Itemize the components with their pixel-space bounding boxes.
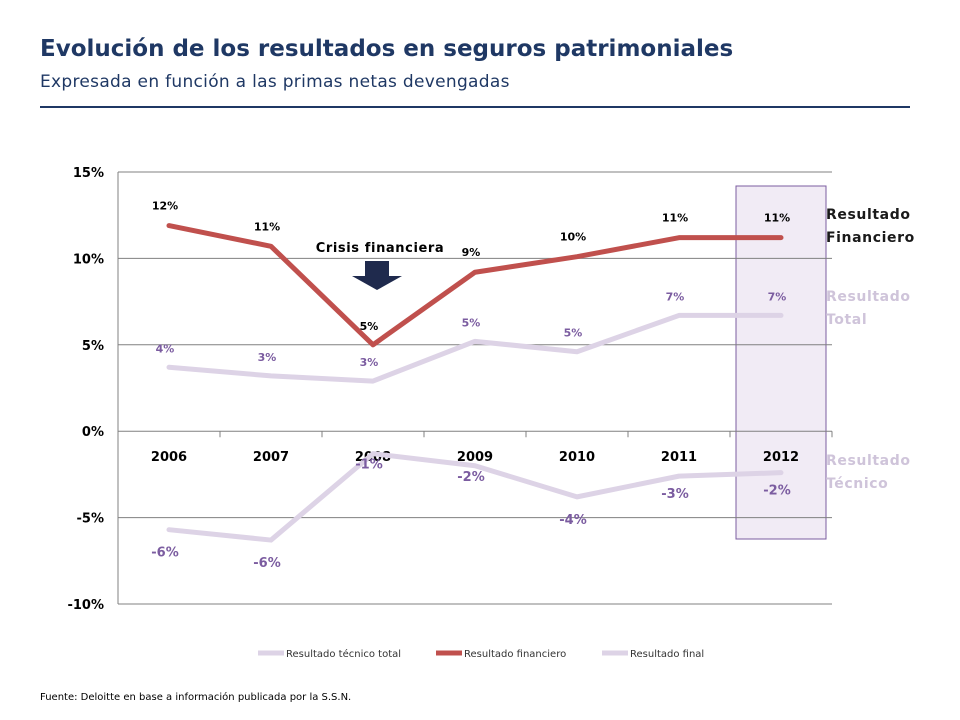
y-tick-label: 15% xyxy=(73,166,104,181)
data-label-1-2009: 9% xyxy=(462,246,481,259)
data-label-1-2010: 10% xyxy=(560,231,586,244)
data-label-0-2012: -2% xyxy=(763,484,790,499)
legend-label-0: Resultado técnico total xyxy=(286,648,401,660)
data-label-1-2012: 11% xyxy=(764,212,790,225)
side-label-tecnico: Resultado xyxy=(826,453,911,469)
x-tick-label-2010: 2010 xyxy=(559,450,595,465)
data-label-0-2010: -4% xyxy=(559,513,586,528)
series-line-2 xyxy=(166,312,784,384)
x-tick-label-2012: 2012 xyxy=(763,450,799,465)
legend-label-2: Resultado final xyxy=(630,649,704,660)
down-arrow-icon xyxy=(352,261,402,290)
page-title: Evolución de los resultados en seguros p… xyxy=(40,36,734,62)
x-tick-label-2009: 2009 xyxy=(457,450,493,465)
data-label-2-2012: 7% xyxy=(768,290,787,303)
highlight-box-2012 xyxy=(735,185,827,540)
data-label-1-2008: 5% xyxy=(360,320,379,333)
x-tick-label-2006: 2006 xyxy=(151,450,187,465)
data-label-2-2011: 7% xyxy=(666,290,685,303)
side-label-financiero: Resultado xyxy=(826,207,911,223)
data-label-1-2011: 11% xyxy=(662,212,688,225)
side-label-financiero: Financiero xyxy=(826,230,915,246)
side-label-total: Total xyxy=(826,312,867,328)
data-label-2-2007: 3% xyxy=(258,351,277,364)
series-line-0 xyxy=(166,451,784,543)
data-label-1-2006: 12% xyxy=(152,200,178,213)
side-label-total: Resultado xyxy=(826,289,911,305)
data-label-0-2007: -6% xyxy=(253,556,280,571)
page-subtitle: Expresada en función a las primas netas … xyxy=(40,72,510,92)
y-tick-label: 5% xyxy=(82,339,104,354)
y-tick-label: -5% xyxy=(77,512,104,527)
data-label-0-2011: -3% xyxy=(661,487,688,502)
side-label-tecnico: Técnico xyxy=(826,476,888,492)
source-note: Fuente: Deloitte en base a información p… xyxy=(40,692,352,703)
y-tick-label: 0% xyxy=(82,425,104,440)
data-label-0-2006: -6% xyxy=(151,546,178,561)
data-label-1-2007: 11% xyxy=(254,220,280,233)
data-label-0-2009: -2% xyxy=(457,470,484,485)
data-label-0-2008: -1% xyxy=(355,458,382,473)
y-tick-label: 10% xyxy=(73,252,104,267)
data-label-2-2006: 4% xyxy=(156,342,175,355)
data-label-2-2010: 5% xyxy=(564,327,583,340)
data-label-2-2008: 3% xyxy=(360,356,379,369)
data-label-2-2009: 5% xyxy=(462,316,481,329)
x-tick-label-2007: 2007 xyxy=(253,450,289,465)
series-line-1 xyxy=(166,223,784,348)
crisis-label: Crisis financiera xyxy=(316,241,445,256)
title-divider xyxy=(40,106,910,108)
x-tick-label-2011: 2011 xyxy=(661,450,697,465)
y-tick-label: -10% xyxy=(67,598,104,613)
legend-label-1: Resultado financiero xyxy=(464,649,566,660)
